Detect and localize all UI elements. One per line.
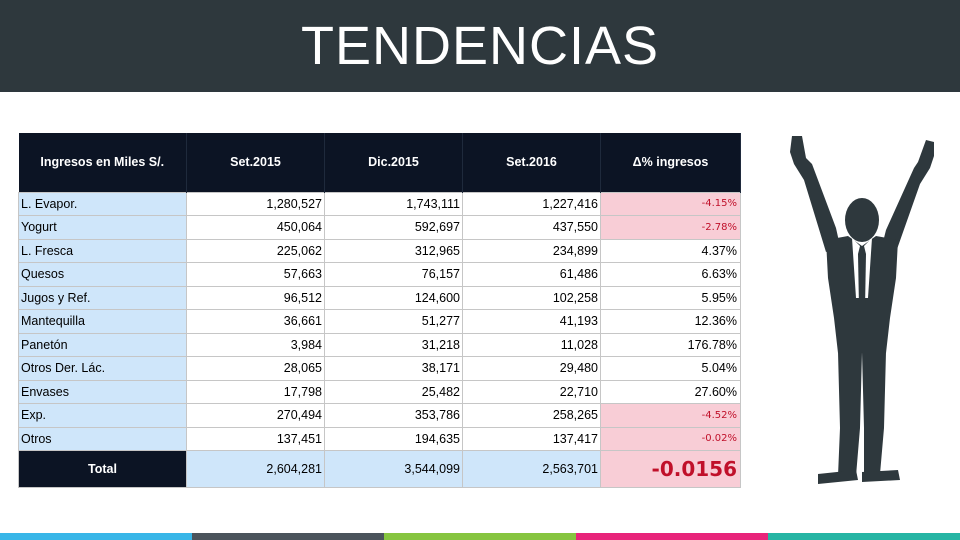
table-row: L. Fresca 225,062 312,965 234,899 4.37%	[18, 238, 741, 263]
dic2015-cell: 194,635	[324, 426, 463, 451]
column-header: Δ% ingresos	[600, 133, 741, 192]
dic2015-cell: 31,218	[324, 332, 463, 357]
set2016-cell: 22,710	[462, 379, 601, 404]
table-header-row: Ingresos en Miles S/. Set.2015 Dic.2015 …	[18, 133, 741, 192]
column-header: Set.2015	[186, 133, 325, 192]
table-row: Exp. 270,494 353,786 258,265 -4.52%	[18, 403, 741, 428]
set2015-cell: 137,451	[186, 426, 325, 451]
delta-cell: -4.15%	[600, 191, 741, 216]
delta-cell: -0.02%	[600, 426, 741, 451]
set2015-cell: 17,798	[186, 379, 325, 404]
total-delta: -0.0156	[600, 450, 741, 488]
column-header: Set.2016	[462, 133, 601, 192]
delta-cell: -2.78%	[600, 215, 741, 240]
set2015-cell: 225,062	[186, 238, 325, 263]
table-row: Quesos 57,663 76,157 61,486 6.63%	[18, 262, 741, 287]
page-title: TENDENCIAS	[300, 16, 660, 76]
delta-cell: 27.60%	[600, 379, 741, 404]
delta-cell: 5.95%	[600, 285, 741, 310]
table-row: Otros 137,451 194,635 137,417 -0.02%	[18, 426, 741, 451]
income-table: Ingresos en Miles S/. Set.2015 Dic.2015 …	[18, 133, 741, 488]
delta-cell: 12.36%	[600, 309, 741, 334]
header-bar: TENDENCIAS	[0, 0, 960, 92]
table-row: Mantequilla 36,661 51,277 41,193 12.36%	[18, 309, 741, 334]
set2016-cell: 234,899	[462, 238, 601, 263]
table-row: Otros Der. Lác. 28,065 38,171 29,480 5.04%	[18, 356, 741, 381]
set2016-cell: 258,265	[462, 403, 601, 428]
category-cell: Otros Der. Lác.	[18, 356, 187, 381]
set2016-cell: 11,028	[462, 332, 601, 357]
set2016-cell: 61,486	[462, 262, 601, 287]
category-cell: Panetón	[18, 332, 187, 357]
delta-cell: 6.63%	[600, 262, 741, 287]
category-cell: Quesos	[18, 262, 187, 287]
column-header: Dic.2015	[324, 133, 463, 192]
total-dic2015: 3,544,099	[324, 450, 463, 488]
set2015-cell: 36,661	[186, 309, 325, 334]
total-set2016: 2,563,701	[462, 450, 601, 488]
category-cell: Jugos y Ref.	[18, 285, 187, 310]
set2015-cell: 450,064	[186, 215, 325, 240]
table-row: Jugos y Ref. 96,512 124,600 102,258 5.95%	[18, 285, 741, 310]
dic2015-cell: 38,171	[324, 356, 463, 381]
footer-segment	[576, 533, 768, 540]
total-set2015: 2,604,281	[186, 450, 325, 488]
footer-segment	[192, 533, 384, 540]
dic2015-cell: 124,600	[324, 285, 463, 310]
set2015-cell: 3,984	[186, 332, 325, 357]
delta-cell: 5.04%	[600, 356, 741, 381]
table-row: L. Evapor. 1,280,527 1,743,111 1,227,416 -4.…	[18, 191, 741, 216]
footer-segment	[384, 533, 576, 540]
set2016-cell: 102,258	[462, 285, 601, 310]
set2015-cell: 57,663	[186, 262, 325, 287]
column-header: Ingresos en Miles S/.	[18, 133, 187, 192]
category-cell: Otros	[18, 426, 187, 451]
dic2015-cell: 1,743,111	[324, 191, 463, 216]
dic2015-cell: 592,697	[324, 215, 463, 240]
table-body: L. Evapor. 1,280,527 1,743,111 1,227,416 -4.…	[18, 191, 741, 488]
set2016-cell: 41,193	[462, 309, 601, 334]
set2015-cell: 28,065	[186, 356, 325, 381]
category-cell: Exp.	[18, 403, 187, 428]
delta-cell: 4.37%	[600, 238, 741, 263]
footer-segment	[768, 533, 960, 540]
dic2015-cell: 312,965	[324, 238, 463, 263]
set2015-cell: 1,280,527	[186, 191, 325, 216]
delta-cell: -4.52%	[600, 403, 741, 428]
category-cell: Mantequilla	[18, 309, 187, 334]
dic2015-cell: 76,157	[324, 262, 463, 287]
celebrating-businessman-icon	[778, 128, 948, 498]
footer-segment	[0, 533, 192, 540]
total-label: Total	[18, 450, 187, 488]
set2016-cell: 137,417	[462, 426, 601, 451]
category-cell: Envases	[18, 379, 187, 404]
set2016-cell: 1,227,416	[462, 191, 601, 216]
category-cell: L. Evapor.	[18, 191, 187, 216]
dic2015-cell: 25,482	[324, 379, 463, 404]
set2015-cell: 270,494	[186, 403, 325, 428]
delta-cell: 176.78%	[600, 332, 741, 357]
table-row: Panetón 3,984 31,218 11,028 176.78%	[18, 332, 741, 357]
set2015-cell: 96,512	[186, 285, 325, 310]
footer-color-bar	[0, 533, 960, 540]
total-row: Total 2,604,281 3,544,099 2,563,701 -0.0…	[18, 450, 741, 488]
category-cell: Yogurt	[18, 215, 187, 240]
table-row: Yogurt 450,064 592,697 437,550 -2.78%	[18, 215, 741, 240]
category-cell: L. Fresca	[18, 238, 187, 263]
dic2015-cell: 353,786	[324, 403, 463, 428]
set2016-cell: 29,480	[462, 356, 601, 381]
table-row: Envases 17,798 25,482 22,710 27.60%	[18, 379, 741, 404]
dic2015-cell: 51,277	[324, 309, 463, 334]
set2016-cell: 437,550	[462, 215, 601, 240]
